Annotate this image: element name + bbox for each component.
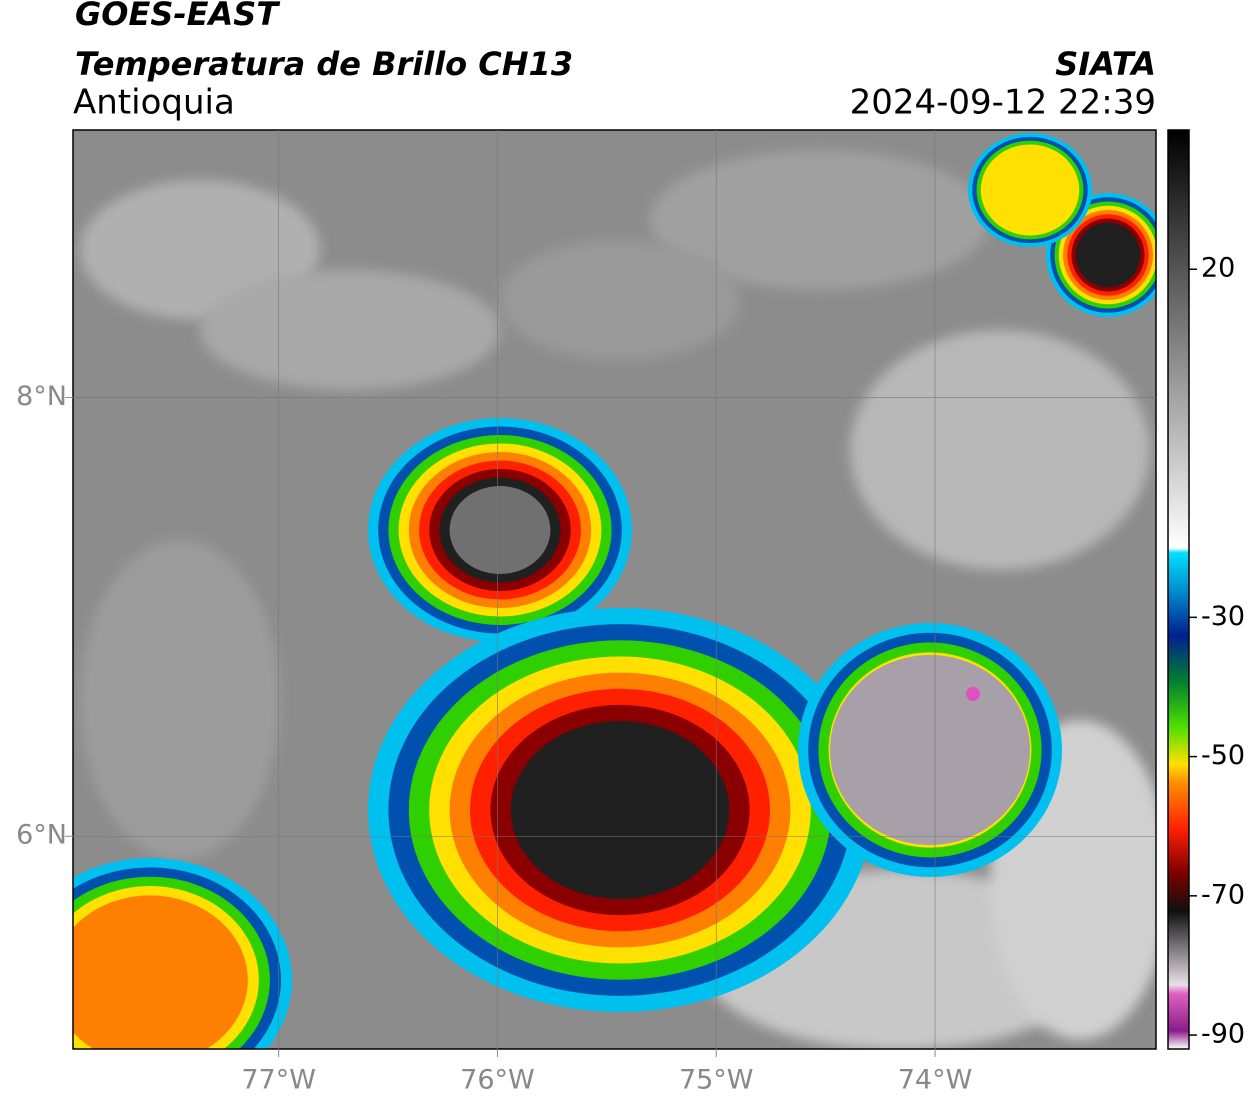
colorbar-tick-label: -70 <box>1201 879 1245 910</box>
cloud <box>80 540 280 860</box>
storm-contour <box>449 486 551 574</box>
satellite-image <box>73 130 1156 1049</box>
timestamp: 2024-09-12 22:39 <box>850 83 1156 123</box>
storm-contour <box>1075 222 1141 288</box>
colorbar-tick-label: -90 <box>1201 1019 1245 1050</box>
x-tick-label: 77°W <box>241 1065 316 1096</box>
cloud <box>500 240 740 360</box>
cloud <box>200 270 500 390</box>
x-tick-label: 76°W <box>460 1065 535 1096</box>
map-frame <box>72 129 1157 1050</box>
y-tick-label: 6°N <box>16 820 67 851</box>
storm-contour <box>980 144 1080 236</box>
cloud <box>850 330 1150 570</box>
title: GOES-EAST <box>75 0 280 33</box>
colorbar <box>1167 129 1190 1050</box>
colorbar-tick-label: -50 <box>1201 740 1245 771</box>
cloud <box>650 150 990 290</box>
cold-spot <box>966 687 980 701</box>
storm-contour <box>510 721 730 899</box>
storm-contour <box>73 895 248 1049</box>
subtitle: Temperatura de Brillo CH13 <box>75 45 573 83</box>
colorbar-tick-label: 20 <box>1201 253 1235 284</box>
x-tick-label: 75°W <box>679 1065 754 1096</box>
x-tick-label: 74°W <box>898 1065 973 1096</box>
y-tick-label: 8°N <box>16 381 67 412</box>
colorbar-tick-label: -30 <box>1201 601 1245 632</box>
source: SIATA <box>1055 45 1156 83</box>
region: Antioquia <box>73 83 235 123</box>
overshooting-top <box>830 655 1030 845</box>
